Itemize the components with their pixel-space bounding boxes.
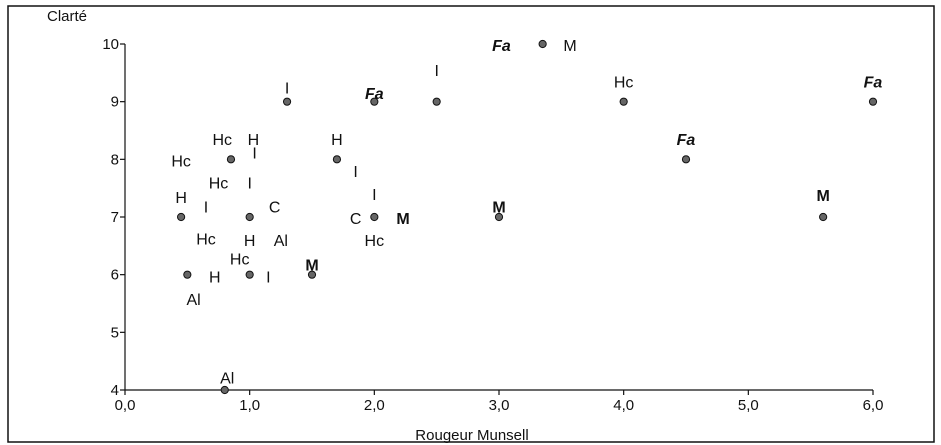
y-axis-title: Clarté — [47, 8, 87, 25]
data-point — [226, 155, 236, 164]
data-points — [177, 39, 878, 395]
data-point — [819, 212, 828, 222]
point-label: I — [285, 80, 289, 97]
data-point — [370, 212, 379, 222]
data-point — [370, 97, 379, 106]
point-label: Hc — [365, 233, 385, 250]
x-tick-label: 3,0 — [489, 397, 510, 414]
x-tick-label: 5,0 — [738, 397, 759, 414]
y-tick-label: 5 — [111, 324, 119, 341]
point-label: M — [563, 38, 576, 55]
point-label: Fa — [677, 132, 696, 149]
point-label: Al — [274, 233, 288, 250]
x-tick-label: 6,0 — [863, 397, 884, 414]
y-tick-label: 8 — [111, 151, 119, 168]
y-tick-label: 4 — [111, 382, 119, 399]
point-label: M — [396, 211, 409, 228]
y-tick-label: 10 — [102, 36, 119, 53]
point-label: C — [269, 200, 281, 217]
point-label: I — [204, 200, 208, 217]
data-point — [681, 155, 691, 164]
y-tick-label: 9 — [111, 94, 119, 111]
data-point — [538, 39, 547, 49]
point-label: I — [266, 269, 270, 286]
point-label: Hc — [196, 231, 216, 248]
point-label: Hc — [212, 132, 232, 149]
data-point — [307, 270, 317, 279]
point-label: I — [353, 164, 357, 181]
x-tick-label: 2,0 — [364, 397, 385, 414]
data-point — [282, 97, 292, 106]
point-label: H — [331, 132, 343, 149]
data-point — [245, 270, 254, 279]
point-label: H — [248, 132, 260, 149]
point-label: H — [209, 269, 221, 286]
chart-frame — [7, 5, 935, 443]
data-point — [868, 97, 878, 106]
point-label: H — [175, 190, 187, 207]
point-label: H — [244, 233, 256, 250]
x-tick-label: 4,0 — [613, 397, 634, 414]
data-point — [332, 155, 342, 164]
point-label: M — [816, 188, 829, 205]
point-label: C — [350, 211, 362, 228]
point-label: Hc — [614, 74, 634, 91]
point-label: Fa — [492, 38, 511, 55]
point-label: I — [247, 175, 251, 192]
data-point — [432, 97, 441, 106]
point-label: I — [252, 145, 256, 162]
point-label: Al — [220, 370, 234, 387]
x-axis-ticks: 0,0 1,0 2,0 3,0 4,0 5,0 6,0 — [115, 390, 884, 414]
data-point — [619, 97, 628, 106]
data-point — [220, 385, 229, 395]
y-tick-label: 7 — [111, 209, 119, 226]
data-point — [245, 212, 254, 222]
data-point — [177, 212, 186, 222]
point-label: Hc — [230, 252, 250, 269]
point-label: I — [372, 187, 376, 204]
data-point — [494, 212, 504, 222]
point-label: Fa — [864, 74, 883, 91]
y-tick-label: 6 — [111, 267, 119, 284]
x-tick-label: 0,0 — [115, 397, 136, 414]
point-label: Hc — [209, 175, 229, 192]
x-axis-title: Rougeur Munsell — [415, 427, 528, 444]
point-label: M — [305, 257, 318, 274]
data-point — [183, 270, 192, 279]
point-label: M — [492, 200, 505, 217]
y-axis-ticks: 4 5 6 7 8 9 10 — [102, 36, 125, 399]
point-label: Fa — [365, 86, 384, 103]
point-label: Al — [186, 292, 200, 309]
point-label: Hc — [171, 153, 191, 170]
point-label: I — [434, 63, 438, 80]
x-tick-label: 1,0 — [239, 397, 260, 414]
